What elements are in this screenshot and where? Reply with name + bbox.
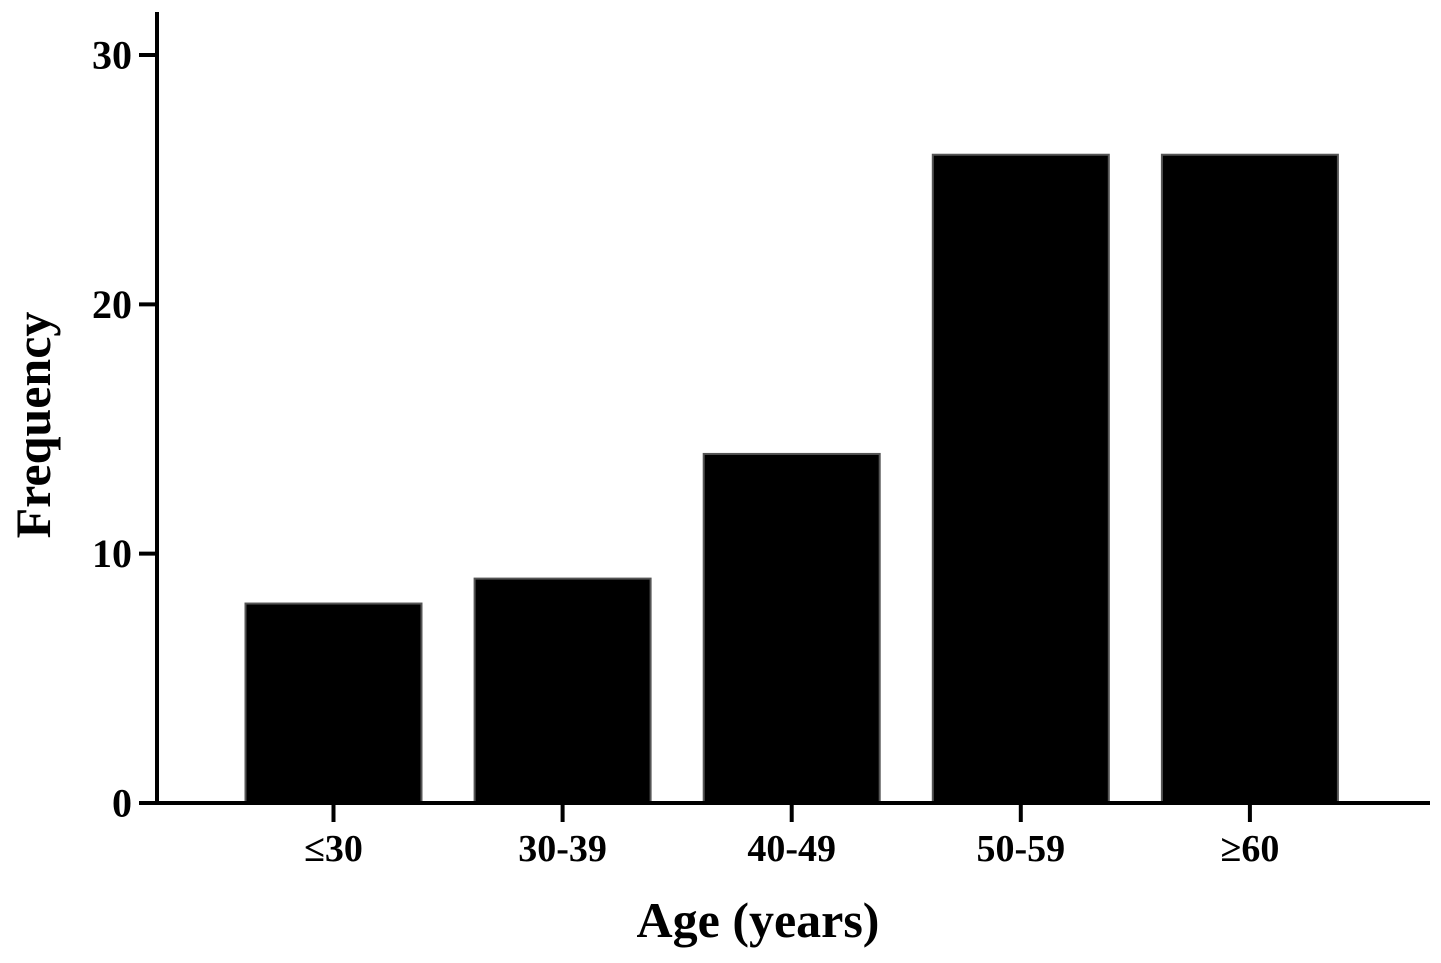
- bar: [702, 452, 881, 804]
- x-axis-title: Age (years): [637, 892, 880, 948]
- x-tick-label: 50-59: [976, 828, 1065, 870]
- bar: [473, 577, 652, 804]
- x-tick-label: ≤30: [304, 828, 363, 870]
- bars-group: [244, 153, 1339, 804]
- y-axis-title: Frequency: [5, 312, 61, 539]
- y-tick-label: 30: [92, 33, 132, 78]
- x-tick-label: ≥60: [1220, 828, 1279, 870]
- x-tick-label: 30-39: [518, 828, 607, 870]
- y-tick-label: 0: [112, 781, 132, 826]
- y-tick-label: 20: [92, 282, 132, 327]
- axes-group: 0 10 20 30 ≤30 30-39 40-49 50-59 ≥60: [92, 12, 1430, 870]
- bar: [1160, 153, 1339, 804]
- y-tick-label: 10: [92, 531, 132, 576]
- bar: [931, 153, 1110, 804]
- bar: [244, 602, 423, 804]
- x-tick-label: 40-49: [747, 828, 836, 870]
